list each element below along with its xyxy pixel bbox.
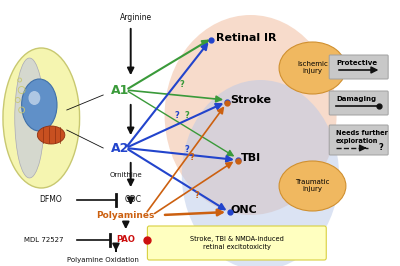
Text: Retinal IR: Retinal IR bbox=[216, 33, 277, 43]
Ellipse shape bbox=[22, 79, 57, 131]
Text: ONC: ONC bbox=[231, 205, 258, 215]
Ellipse shape bbox=[3, 48, 80, 188]
Text: MDL 72527: MDL 72527 bbox=[24, 237, 64, 243]
Text: Arginine: Arginine bbox=[120, 14, 152, 23]
FancyBboxPatch shape bbox=[329, 55, 388, 79]
Text: ?: ? bbox=[180, 80, 184, 89]
Ellipse shape bbox=[28, 91, 40, 105]
Text: Protective: Protective bbox=[336, 60, 377, 66]
Text: ?: ? bbox=[189, 153, 194, 162]
Text: Ischemic
injury: Ischemic injury bbox=[297, 61, 328, 74]
Text: ODC: ODC bbox=[124, 196, 141, 205]
Text: exploration: exploration bbox=[336, 138, 378, 144]
Text: Needs further: Needs further bbox=[336, 130, 388, 136]
Text: ?: ? bbox=[174, 111, 179, 120]
Text: Stroke, TBI & NMDA-induced
retinal excitotoxicity: Stroke, TBI & NMDA-induced retinal excit… bbox=[190, 236, 284, 250]
Text: A1: A1 bbox=[111, 84, 130, 97]
Text: ?: ? bbox=[194, 191, 199, 200]
Text: ?: ? bbox=[379, 143, 384, 152]
Text: DFMO: DFMO bbox=[40, 196, 62, 205]
Ellipse shape bbox=[37, 126, 65, 144]
Text: Polyamine Oxidation: Polyamine Oxidation bbox=[67, 257, 139, 263]
Text: Polyamines: Polyamines bbox=[96, 210, 155, 219]
Text: Traumatic
injury: Traumatic injury bbox=[295, 180, 330, 193]
Text: Stroke: Stroke bbox=[230, 95, 271, 105]
Ellipse shape bbox=[279, 42, 346, 94]
Ellipse shape bbox=[279, 161, 346, 211]
Text: TBI: TBI bbox=[241, 153, 261, 163]
Ellipse shape bbox=[15, 58, 44, 178]
Ellipse shape bbox=[182, 80, 339, 266]
Text: Ornithine: Ornithine bbox=[110, 172, 142, 178]
FancyBboxPatch shape bbox=[148, 226, 326, 260]
Text: PAO: PAO bbox=[116, 235, 135, 244]
Text: Damaging: Damaging bbox=[336, 96, 376, 102]
FancyBboxPatch shape bbox=[329, 125, 388, 155]
Ellipse shape bbox=[165, 15, 336, 215]
Text: ?: ? bbox=[184, 111, 189, 120]
Text: ?: ? bbox=[184, 145, 189, 154]
Text: A2: A2 bbox=[111, 142, 130, 155]
FancyBboxPatch shape bbox=[329, 91, 388, 115]
